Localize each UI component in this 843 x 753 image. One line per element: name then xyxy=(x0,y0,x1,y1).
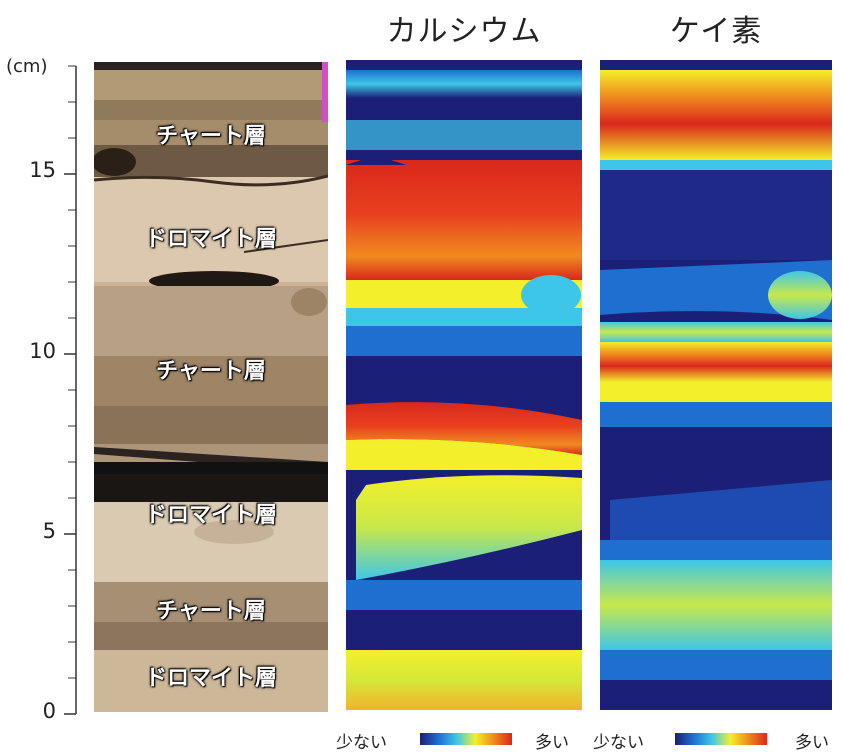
layer-label-chert-1: チャート層 xyxy=(156,124,266,149)
calcium-map xyxy=(346,60,582,710)
silicon-legend-low: 少ない xyxy=(593,733,644,753)
silicon-colorbar xyxy=(675,733,767,745)
calcium-legend-high: 多い xyxy=(535,733,569,753)
axis-unit-label: (cm) xyxy=(6,56,48,77)
tick-label-0: 0 xyxy=(42,699,56,723)
silicon-map xyxy=(600,60,832,710)
layer-label-chert-2: チャート層 xyxy=(156,359,266,384)
layer-label-dolomite-3: ドロマイト層 xyxy=(144,666,277,691)
calcium-map-drawing xyxy=(346,60,582,710)
silicon-legend-high: 多い xyxy=(795,733,829,753)
axis-ticks xyxy=(64,65,76,715)
depth-axis xyxy=(64,65,77,715)
layer-label-chert-3: チャート層 xyxy=(156,599,266,624)
tick-label-10: 10 xyxy=(29,339,56,363)
calcium-title: カルシウム xyxy=(386,14,542,49)
calcium-legend-low: 少ない xyxy=(336,733,387,753)
silicon-title: ケイ素 xyxy=(669,14,763,49)
silicon-map-drawing xyxy=(600,60,832,710)
core-photo xyxy=(94,62,328,712)
calcium-colorbar xyxy=(420,733,512,745)
tick-label-5: 5 xyxy=(42,519,56,543)
layer-label-dolomite-2: ドロマイト層 xyxy=(144,503,277,528)
core-photo-drawing xyxy=(94,62,328,712)
tick-label-15: 15 xyxy=(29,158,56,182)
layer-label-dolomite-1: ドロマイト層 xyxy=(144,227,277,252)
